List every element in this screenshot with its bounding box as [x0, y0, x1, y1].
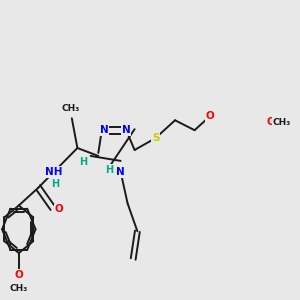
Text: CH₃: CH₃: [272, 118, 291, 127]
Text: O: O: [55, 204, 64, 214]
Text: O: O: [206, 111, 214, 121]
Text: O: O: [14, 270, 23, 280]
Text: H: H: [105, 165, 113, 175]
Text: N: N: [122, 125, 130, 135]
Text: H: H: [79, 157, 87, 167]
Text: S: S: [152, 133, 159, 143]
Text: CH₃: CH₃: [61, 104, 80, 113]
Text: NH: NH: [45, 167, 62, 177]
Text: H: H: [51, 179, 59, 189]
Text: N: N: [100, 125, 108, 135]
Text: O: O: [266, 117, 275, 127]
Text: N: N: [116, 167, 125, 177]
Text: CH₃: CH₃: [10, 284, 28, 293]
